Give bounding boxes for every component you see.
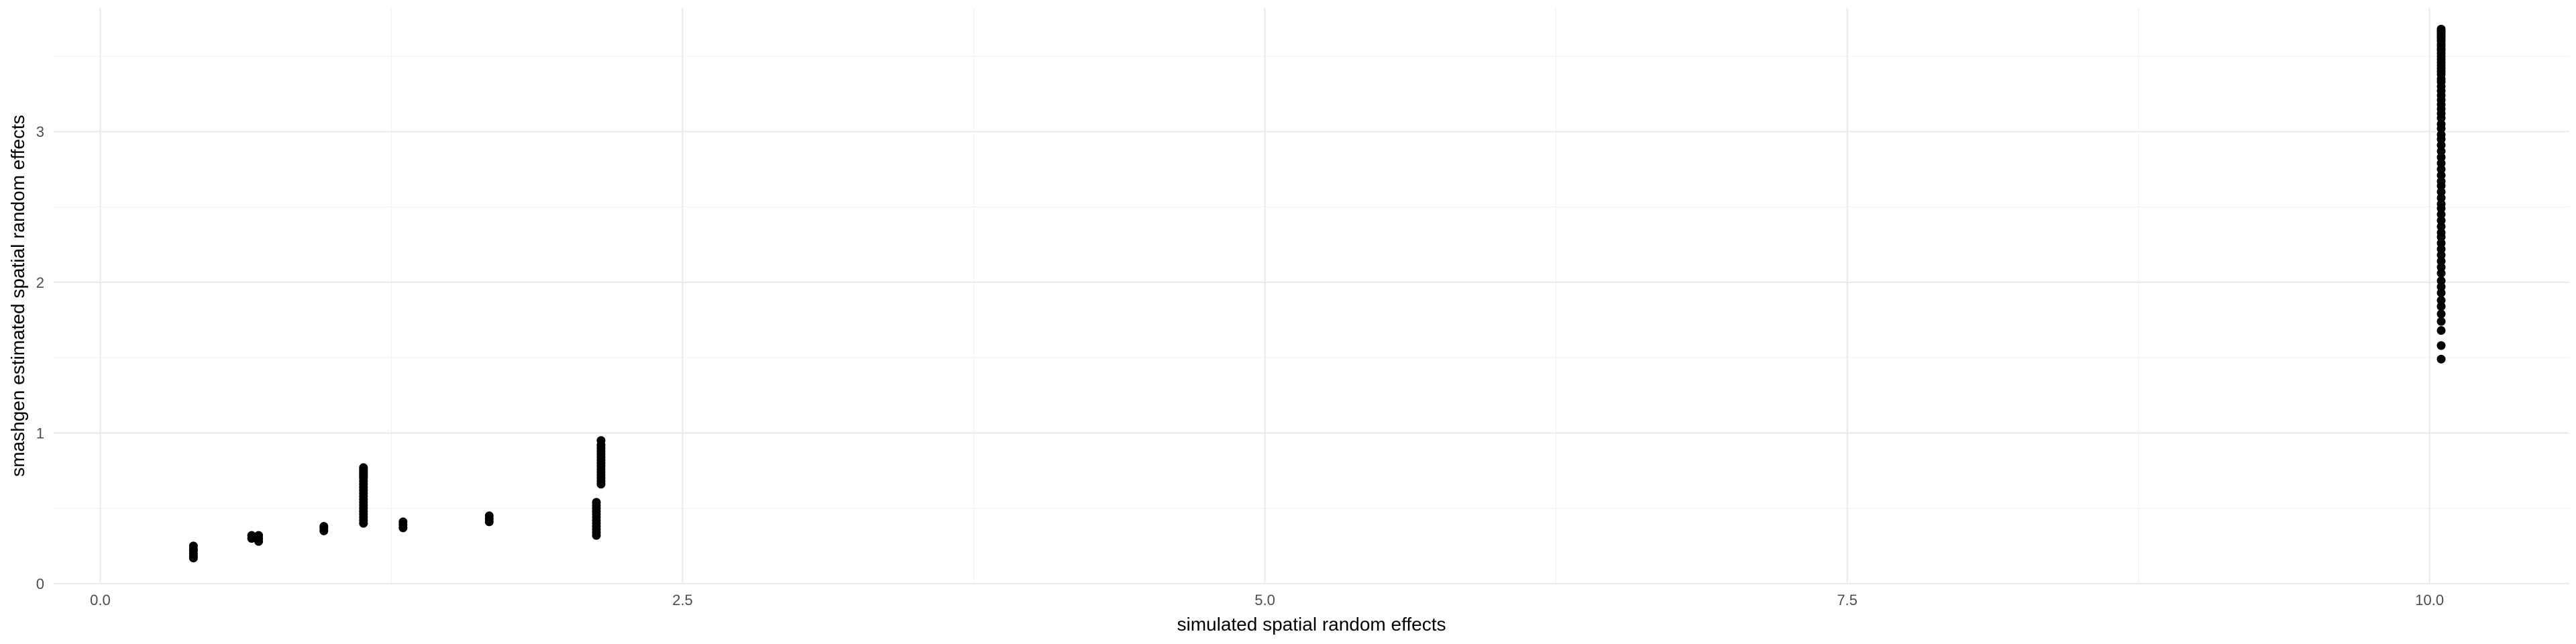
data-point [2436, 187, 2446, 197]
data-point [2436, 262, 2446, 272]
data-point [2436, 282, 2446, 292]
data-point [2436, 24, 2446, 34]
data-point [254, 531, 264, 540]
x-axis-ticks: 0.0 2.5 5.0 7.5 10.0 [90, 592, 2444, 608]
data-point [359, 463, 368, 472]
data-point [2436, 276, 2446, 286]
data-point [2436, 130, 2446, 140]
data-point [189, 541, 198, 551]
data-point [2436, 309, 2446, 319]
data-point [2436, 238, 2446, 248]
y-tick-label: 2 [36, 274, 44, 291]
x-tick-label: 2.5 [672, 592, 693, 608]
data-point [2436, 210, 2446, 219]
data-point [2436, 354, 2446, 364]
y-tick-label: 3 [36, 123, 44, 140]
data-point [2436, 140, 2446, 150]
data-point [2436, 302, 2446, 311]
data-point [2436, 222, 2446, 231]
data-point [2436, 228, 2446, 237]
x-tick-label: 10.0 [2415, 592, 2444, 608]
data-point [2436, 170, 2446, 180]
data-point [484, 511, 494, 521]
y-tick-label: 1 [36, 425, 44, 441]
data-point [2436, 317, 2446, 326]
data-point [319, 522, 329, 531]
y-axis-title: smashgen estimated spatial random effect… [7, 115, 28, 477]
grid-lines [54, 8, 2569, 585]
data-point [2436, 193, 2446, 203]
data-point [2436, 176, 2446, 186]
y-axis-ticks: 0 1 2 3 [36, 123, 44, 592]
data-point [2436, 199, 2446, 209]
data-point [2436, 244, 2446, 254]
data-point [247, 531, 256, 540]
data-point [2436, 250, 2446, 260]
data-point [2436, 119, 2446, 129]
data-point [2436, 164, 2446, 174]
data-point [592, 498, 601, 507]
data-point [2436, 256, 2446, 266]
data-point [596, 436, 606, 445]
data-point [2436, 152, 2446, 162]
data-point [398, 517, 408, 527]
x-axis-title: simulated spatial random effects [1177, 614, 1446, 635]
data-points [189, 24, 2446, 563]
x-tick-label: 5.0 [1254, 592, 1275, 608]
x-tick-label: 0.0 [90, 592, 111, 608]
x-tick-label: 7.5 [1837, 592, 1858, 608]
data-point [2436, 341, 2446, 350]
data-point [2436, 296, 2446, 305]
data-point [2436, 288, 2446, 298]
data-point [2436, 146, 2446, 156]
data-point [2436, 216, 2446, 225]
data-point [2436, 268, 2446, 278]
data-point [2436, 326, 2446, 335]
y-tick-label: 0 [36, 576, 44, 592]
data-point [2436, 158, 2446, 168]
